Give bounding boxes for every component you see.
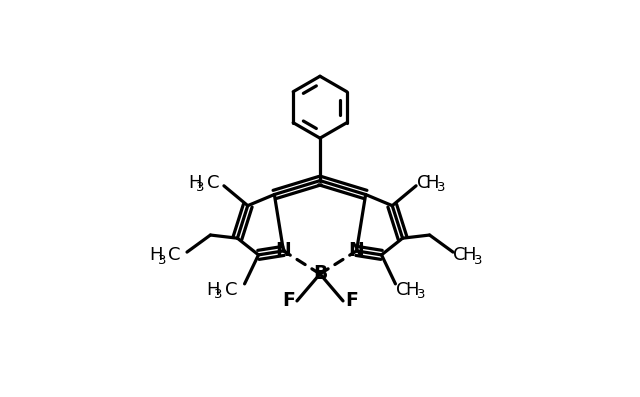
Text: C: C [207, 173, 220, 192]
Text: H: H [462, 246, 476, 264]
Text: C: C [225, 281, 237, 299]
Text: C: C [396, 281, 409, 299]
Text: C: C [168, 246, 181, 264]
Text: F: F [346, 291, 358, 310]
Text: 3: 3 [157, 254, 166, 266]
Text: F: F [282, 291, 294, 310]
Text: 3: 3 [437, 181, 445, 194]
Text: 3: 3 [214, 289, 223, 301]
Text: H: H [206, 281, 220, 299]
Text: 3: 3 [474, 254, 483, 266]
Text: 3: 3 [196, 181, 205, 194]
Text: H: H [405, 281, 419, 299]
Text: C: C [454, 246, 466, 264]
Text: H: H [426, 173, 439, 192]
Text: C: C [417, 173, 429, 192]
Text: B: B [313, 264, 327, 283]
Text: N: N [276, 241, 291, 260]
Text: N: N [349, 241, 364, 260]
Text: H: H [150, 246, 163, 264]
Text: H: H [188, 173, 202, 192]
Text: 3: 3 [417, 289, 425, 301]
